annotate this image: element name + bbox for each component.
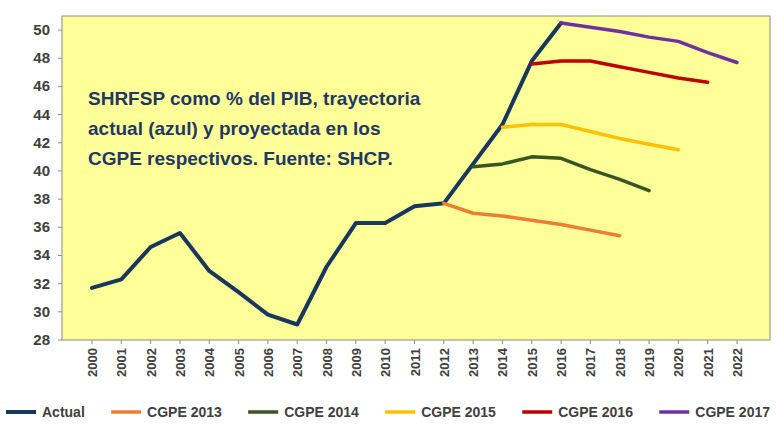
x-tick-label: 2020 — [671, 348, 686, 377]
x-tick — [209, 340, 210, 344]
y-tick-label: 40 — [33, 162, 50, 179]
y-tick — [58, 30, 62, 31]
legend-swatch — [385, 410, 415, 414]
series-line — [473, 157, 649, 191]
legend-swatch — [522, 410, 552, 414]
series-line — [532, 61, 708, 82]
x-tick — [531, 340, 532, 344]
y-tick — [58, 255, 62, 256]
y-tick — [58, 58, 62, 59]
lines — [92, 23, 737, 324]
x-tick-label: 2000 — [85, 348, 100, 377]
y-tick — [58, 170, 62, 171]
x-tick-label: 2001 — [114, 348, 129, 377]
x-tick — [355, 340, 356, 344]
x-tick — [707, 340, 708, 344]
x-tick-label: 2005 — [232, 348, 247, 377]
y-tick-label: 42 — [33, 134, 50, 151]
x-tick-label: 2017 — [583, 348, 598, 377]
x-tick-label: 2016 — [554, 348, 569, 377]
y-tick-label: 32 — [33, 275, 50, 292]
x-tick — [238, 340, 239, 344]
legend-label: CGPE 2015 — [421, 404, 496, 420]
x-tick — [619, 340, 620, 344]
y-tick — [58, 142, 62, 143]
y-tick — [58, 114, 62, 115]
x-tick-label: 2012 — [437, 348, 452, 377]
x-tick — [443, 340, 444, 344]
series-line — [444, 203, 620, 235]
x-tick-label: 2015 — [525, 348, 540, 377]
x-tick-label: 2008 — [320, 348, 335, 377]
series-line — [92, 23, 561, 324]
legend-swatch — [248, 410, 278, 414]
x-tick-label: 2002 — [144, 348, 159, 377]
x-tick-label: 2019 — [642, 348, 657, 377]
x-tick-label: 2011 — [408, 348, 423, 376]
legend: Actual CGPE 2013 CGPE 2014 CGPE 2015 CGPE 20… — [6, 404, 770, 420]
plot-area — [62, 16, 770, 340]
x-tick-label: 2007 — [290, 348, 305, 377]
x-tick — [267, 340, 268, 344]
x-tick — [678, 340, 679, 344]
y-tick-label: 38 — [33, 190, 50, 207]
y-tick — [58, 227, 62, 228]
x-tick — [649, 340, 650, 344]
legend-swatch — [659, 410, 689, 414]
annotation: SHRFSP como % del PIB, trayectoria — [88, 88, 421, 109]
y-tick-label: 36 — [33, 218, 50, 235]
legend-swatch — [111, 410, 141, 414]
x-tick — [179, 340, 180, 344]
y-tick-label: 28 — [33, 331, 50, 348]
y-tick-label: 50 — [33, 21, 50, 38]
x-tick — [326, 340, 327, 344]
y-tick — [58, 340, 62, 341]
x-tick-label: 2021 — [701, 348, 716, 377]
y-tick-label: 34 — [33, 246, 50, 263]
x-tick — [297, 340, 298, 344]
y-tick-label: 46 — [33, 77, 50, 94]
x-tick-label: 2004 — [202, 347, 217, 377]
annotation: actual (azul) y proyectada en los — [88, 118, 380, 139]
x-tick-label: 2013 — [466, 348, 481, 377]
y-tick-label: 44 — [33, 106, 50, 123]
x-tick — [121, 340, 122, 344]
x-tick — [502, 340, 503, 344]
y-tick — [58, 283, 62, 284]
series-line — [561, 23, 737, 62]
x-tick-label: 2018 — [613, 348, 628, 377]
x-tick-label: 2014 — [495, 347, 510, 377]
x-tick-label: 2022 — [730, 348, 745, 377]
x-tick — [561, 340, 562, 344]
legend-label: Actual — [42, 404, 85, 420]
x-tick — [590, 340, 591, 344]
x-tick-label: 2009 — [349, 348, 364, 377]
x-tick — [737, 340, 738, 344]
y-tick — [58, 311, 62, 312]
legend-label: CGPE 2017 — [695, 404, 770, 420]
legend-label: CGPE 2014 — [284, 404, 359, 420]
series-line — [502, 124, 678, 149]
x-tick-label: 2010 — [378, 348, 393, 377]
y-tick — [58, 86, 62, 87]
y-tick — [58, 199, 62, 200]
x-tick — [385, 340, 386, 344]
x-tick — [473, 340, 474, 344]
annotation: CGPE respectivos. Fuente: SHCP. — [88, 148, 393, 169]
x-tick — [414, 340, 415, 344]
y-tick-label: 48 — [33, 49, 50, 66]
legend-label: CGPE 2016 — [558, 404, 633, 420]
legend-swatch — [6, 410, 36, 414]
x-tick-label: 2006 — [261, 348, 276, 377]
x-tick — [150, 340, 151, 344]
x-tick-label: 2003 — [173, 348, 188, 377]
legend-label: CGPE 2013 — [147, 404, 222, 420]
x-tick — [92, 340, 93, 344]
chart: 28 30 32 34 36 38 40 42 44 46 48 50 2000 2001 2002 2003… — [0, 0, 776, 428]
y-tick-label: 30 — [33, 303, 50, 320]
